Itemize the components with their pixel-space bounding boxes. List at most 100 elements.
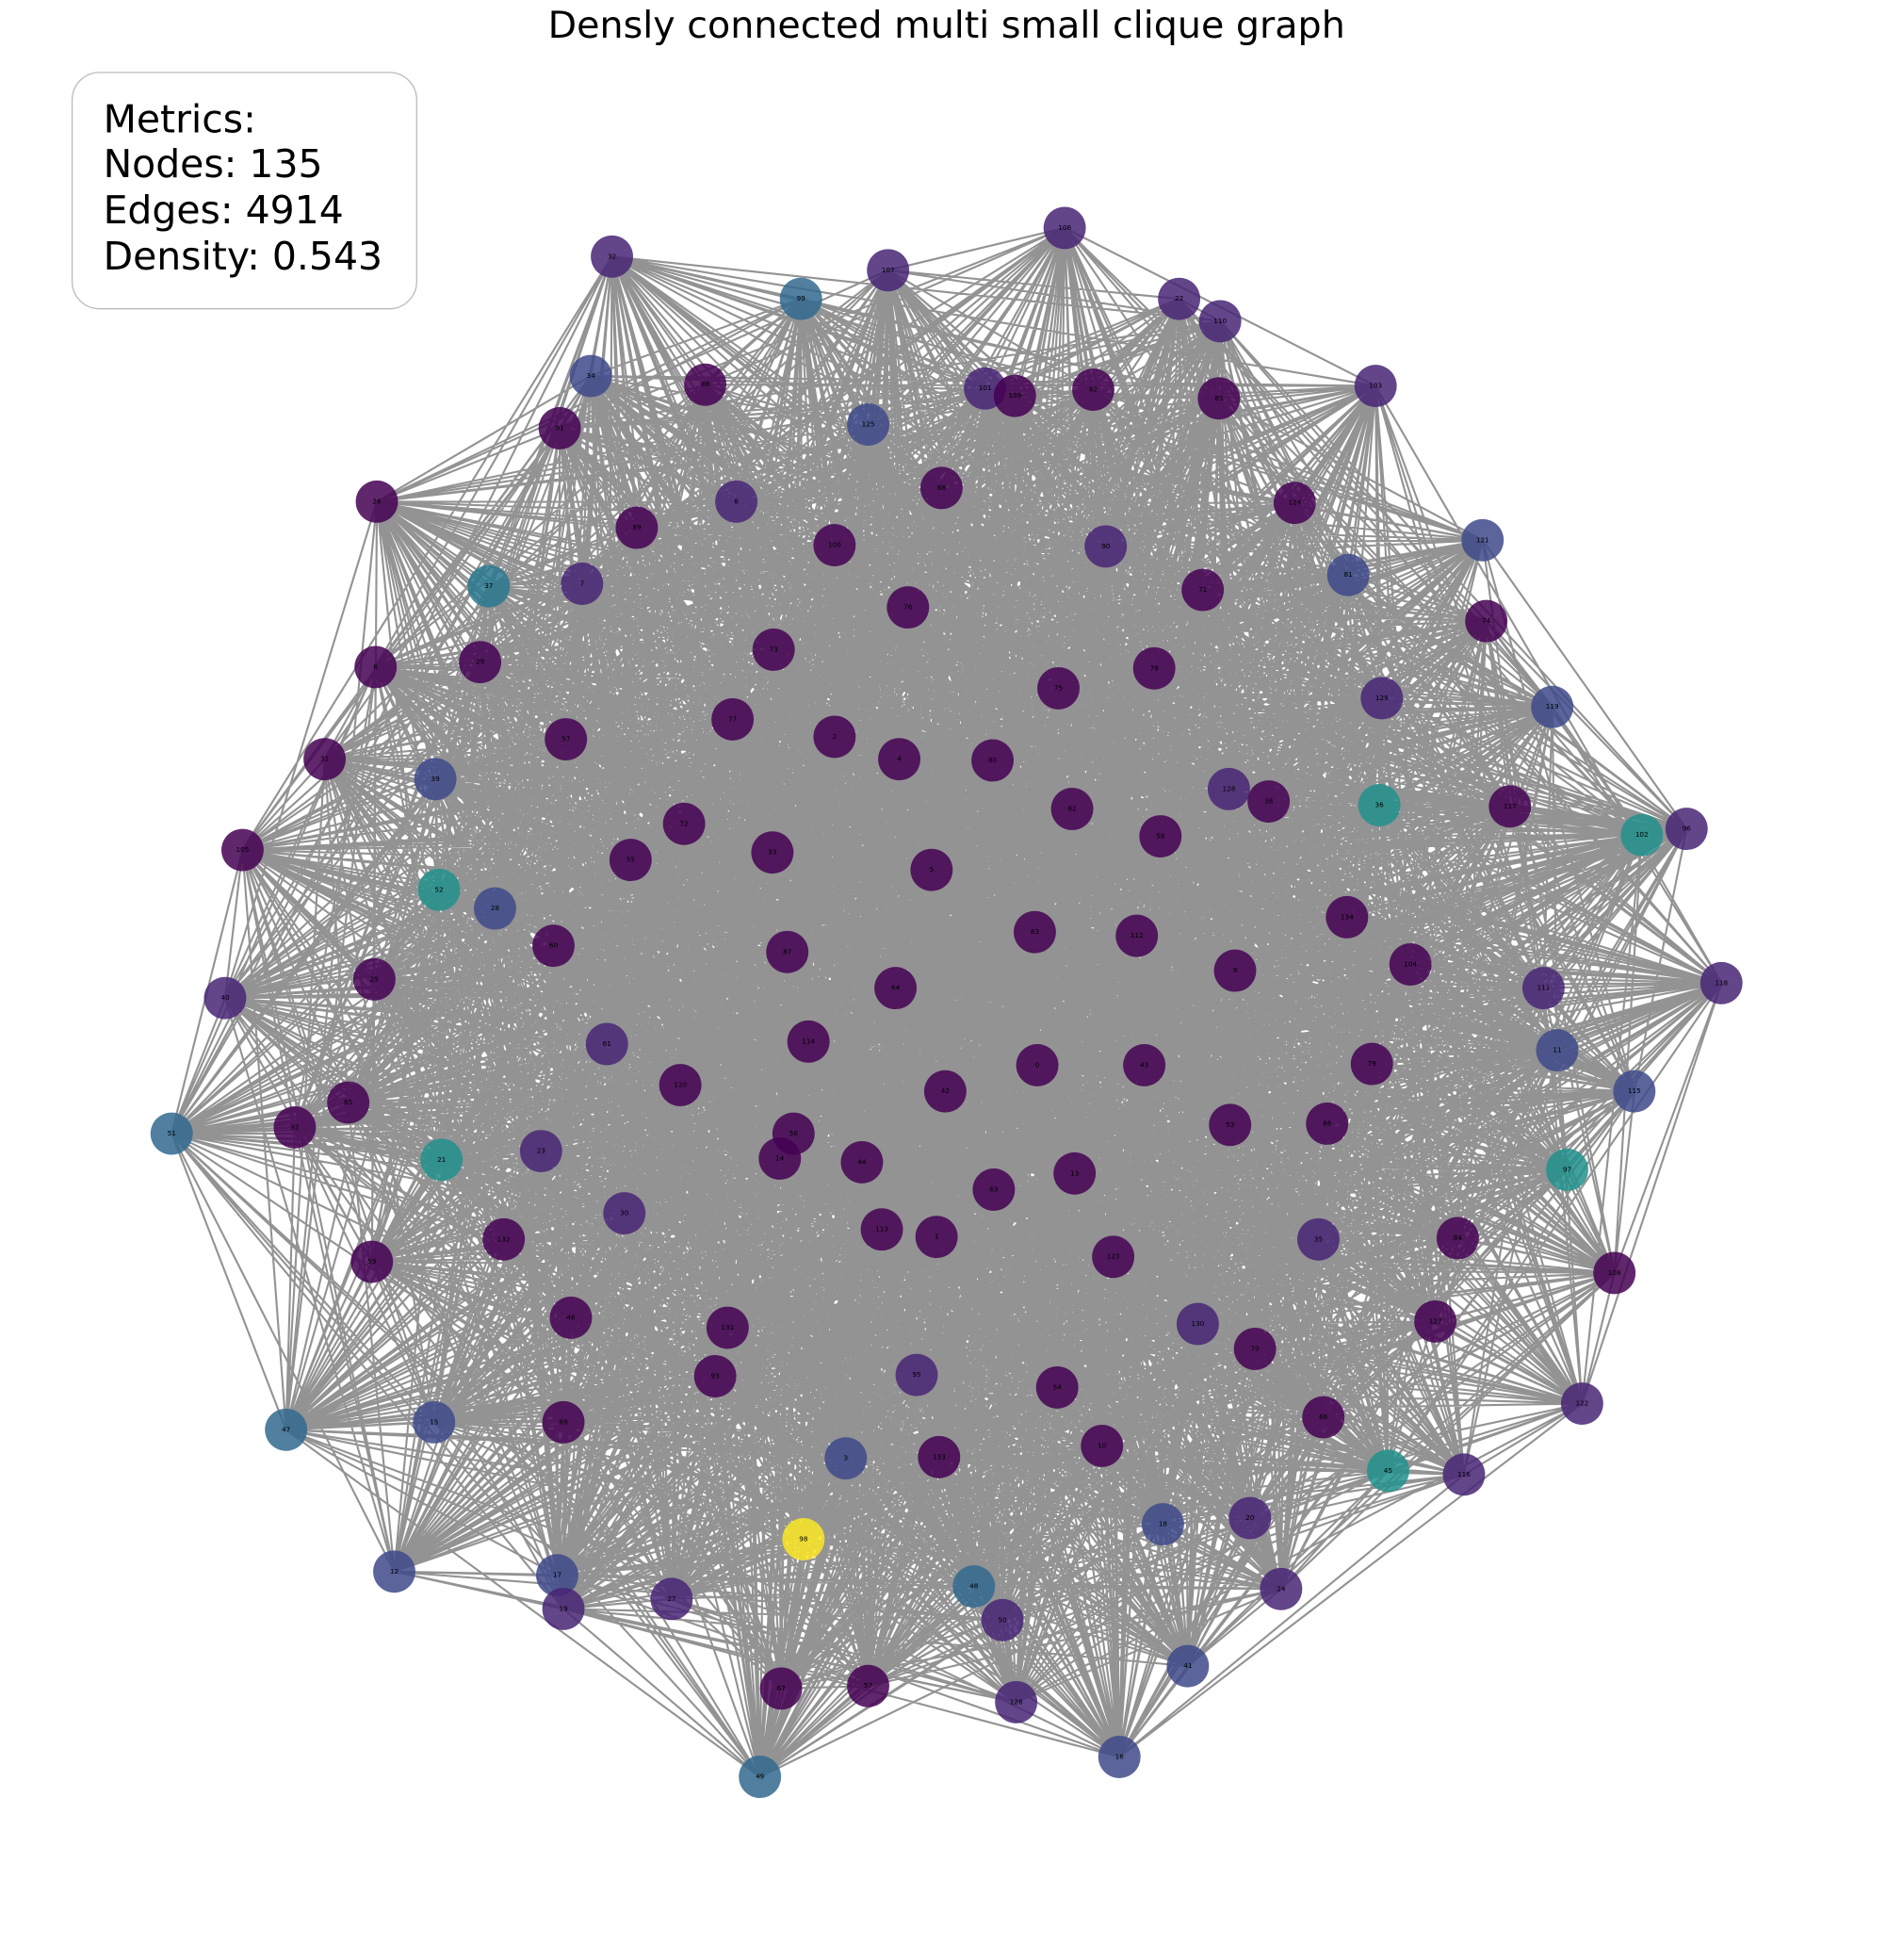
node-label: 48 (969, 1582, 979, 1591)
node-label: 19 (559, 1604, 568, 1612)
node (684, 363, 727, 406)
node (352, 957, 396, 1001)
node-label: 46 (566, 1313, 576, 1321)
node (1233, 1328, 1277, 1370)
node (413, 1400, 456, 1444)
node (585, 1022, 628, 1066)
node (1198, 300, 1242, 343)
node (706, 1306, 749, 1349)
node (779, 277, 822, 320)
node (860, 1208, 903, 1251)
node (1613, 1070, 1656, 1113)
node-label: 45 (1384, 1466, 1392, 1475)
node (221, 828, 264, 872)
node-label: 98 (799, 1534, 808, 1543)
node-label: 53 (1226, 1120, 1235, 1129)
node (482, 1217, 526, 1261)
node (150, 1112, 193, 1155)
node-label: 83 (1031, 927, 1040, 936)
node-label: 104 (1404, 959, 1417, 968)
node-label: 108 (1608, 1268, 1621, 1277)
node-label: 113 (875, 1225, 888, 1233)
node-label: 82 (1089, 385, 1098, 394)
node (910, 848, 953, 891)
node (1306, 1102, 1349, 1145)
node-label: 95 (912, 1370, 920, 1379)
node (1366, 1449, 1409, 1493)
node (1326, 895, 1369, 939)
node-label: 41 (1183, 1661, 1192, 1670)
node-label: 63 (989, 1184, 999, 1193)
node (1123, 1043, 1166, 1086)
node-label: 114 (802, 1037, 815, 1045)
node-label: 21 (437, 1155, 446, 1164)
node-label: 90 (1101, 542, 1111, 550)
node-label: 105 (236, 845, 250, 854)
node-label: 57 (864, 1681, 872, 1690)
node (1531, 685, 1574, 728)
node (1536, 1029, 1579, 1072)
node-label: 5 (930, 865, 935, 874)
node (1166, 1644, 1210, 1688)
node (1358, 784, 1401, 826)
node (350, 1240, 394, 1283)
node-label: 26 (372, 497, 382, 505)
node-label: 100 (828, 541, 841, 549)
node (915, 1216, 958, 1259)
node (569, 354, 612, 398)
node (615, 506, 659, 549)
node-label: 123 (1107, 1252, 1120, 1261)
node (532, 924, 575, 968)
node-label: 110 (1213, 317, 1227, 325)
node (787, 1020, 830, 1063)
node (1700, 961, 1743, 1004)
node (545, 718, 588, 760)
node-label: 7 (580, 579, 585, 587)
edge-lines (171, 226, 1723, 1778)
node-label: 127 (1429, 1316, 1442, 1325)
title: Densly connected multi small clique grap… (548, 4, 1345, 47)
node (1665, 808, 1708, 851)
node (919, 466, 963, 510)
node-label: 44 (857, 1157, 867, 1166)
node-label: 79 (1368, 1059, 1377, 1068)
node (1043, 206, 1086, 250)
node-label: 91 (556, 423, 564, 432)
node (715, 480, 758, 523)
node-label: 55 (626, 856, 635, 864)
node (609, 839, 652, 882)
node (561, 563, 604, 605)
node (752, 629, 795, 671)
edges (171, 226, 1723, 1778)
node (751, 831, 794, 874)
node (1326, 553, 1370, 596)
node-label: 97 (1563, 1165, 1571, 1173)
node-label: 35 (1314, 1234, 1323, 1243)
node-label: 81 (1344, 570, 1353, 579)
node (1228, 1496, 1272, 1540)
node (417, 868, 461, 911)
node (847, 1664, 889, 1707)
node-label: 107 (882, 266, 895, 274)
node (1620, 813, 1664, 857)
node-label: 117 (1504, 802, 1517, 810)
node (1053, 1152, 1097, 1195)
node-label: 38 (1264, 797, 1274, 806)
node-label: 24 (1277, 1584, 1286, 1592)
node-label: 50 (999, 1615, 1008, 1624)
node-label: 112 (1130, 931, 1144, 939)
node-label: 69 (559, 1417, 568, 1426)
node (467, 564, 511, 608)
node-label: 130 (1191, 1319, 1204, 1328)
node (1522, 967, 1565, 1010)
node (650, 1577, 693, 1621)
node (203, 976, 247, 1020)
node (1098, 1736, 1141, 1778)
node-label: 111 (1537, 984, 1551, 992)
node-label: 29 (476, 658, 485, 666)
node-label: 2 (833, 732, 838, 741)
node-label: 116 (1457, 1470, 1471, 1478)
node-label: 103 (1369, 382, 1382, 390)
node-label: 27 (667, 1594, 675, 1603)
